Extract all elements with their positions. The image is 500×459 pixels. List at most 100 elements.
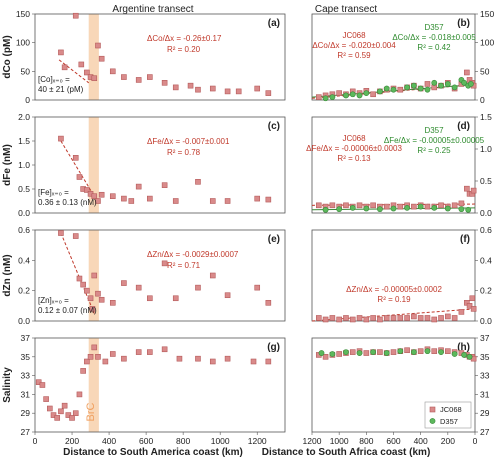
y-tick-label: 0.6 <box>18 225 30 235</box>
point-jc068 <box>161 182 168 188</box>
point-jc068 <box>61 402 68 409</box>
point-d357 <box>390 205 397 212</box>
point-jc068 <box>224 88 231 95</box>
point-jc068 <box>265 358 272 365</box>
panel-a: 0 50 100 150 dCo (pM) (a) ΔCo/Δx = -0.26±0.17 R… <box>2 9 286 105</box>
panel-label: (f) <box>460 234 470 245</box>
point-d357 <box>404 84 410 91</box>
y-tick-label: 0.0 <box>480 316 492 326</box>
panel-label: (e) <box>268 234 280 245</box>
point-jc068 <box>336 90 342 96</box>
point-jc068 <box>424 203 431 210</box>
point-jc068 <box>98 191 105 198</box>
point-jc068 <box>87 353 94 360</box>
point-jc068 <box>209 358 216 365</box>
y-axis-label: dCo (pM) <box>2 35 13 78</box>
y-tick-label: 0.0 <box>18 208 30 218</box>
point-d357 <box>431 204 438 211</box>
point-jc068 <box>161 80 168 86</box>
point-jc068 <box>35 379 42 385</box>
y-tick-label: 0 <box>480 95 485 105</box>
slope-annotation: ΔZn/Δx = -0.0029±0.0007 <box>147 250 239 259</box>
r2-annotation: R² = 0.78 <box>167 148 201 157</box>
jc068-annotation-title: JC068 <box>342 31 366 40</box>
y-tick-label: 35 <box>21 352 31 362</box>
point-jc068 <box>431 348 438 354</box>
x-tick-label: 400 <box>414 436 428 446</box>
d357-slope: ΔCo/Δx = -0.018±0.005 <box>392 33 476 42</box>
point-jc068 <box>147 349 153 355</box>
point-jc068 <box>322 316 329 323</box>
x-tick-label: 600 <box>386 436 400 446</box>
jc068-annotation-title: JC068 <box>342 134 366 143</box>
point-jc068 <box>451 202 458 209</box>
point-jc068 <box>336 351 342 357</box>
x-tick-label: 600 <box>139 436 153 446</box>
point-jc068 <box>329 202 336 209</box>
brc-band <box>88 14 99 100</box>
panel-g: 27 29 31 33 35 37 0 200 400 600 800 1000 1200 Salinit… <box>2 333 286 446</box>
point-jc068 <box>349 349 356 355</box>
point-jc068 <box>58 135 64 142</box>
jc068-r2: R² = 0.59 <box>337 51 371 60</box>
point-jc068 <box>72 233 79 239</box>
point-jc068 <box>315 202 322 209</box>
point-jc068 <box>147 195 153 202</box>
point-jc068 <box>424 81 431 87</box>
point-jc068 <box>58 49 64 56</box>
point-jc068 <box>417 348 424 354</box>
point-jc068 <box>466 303 473 309</box>
brc-band <box>88 117 99 213</box>
point-jc068 <box>209 198 216 204</box>
y-tick-label: 31 <box>21 389 31 399</box>
x-tick-label: 0 <box>473 436 478 446</box>
point-d357 <box>363 205 370 212</box>
intercept-value: 40 ± 21 (pM) <box>38 85 84 94</box>
point-jc068 <box>265 196 272 203</box>
d357-slope: ΔFe/Δx = -0.00005±0.00005 <box>384 136 485 145</box>
intercept-label: [Fe]ₓ₌₀ = <box>38 188 69 197</box>
point-jc068 <box>121 74 127 80</box>
point-jc068 <box>383 315 390 321</box>
point-jc068 <box>91 272 98 279</box>
point-d357 <box>468 81 474 87</box>
x-tick-label: 200 <box>65 436 79 446</box>
point-jc068 <box>135 183 142 190</box>
point-jc068 <box>135 284 142 291</box>
point-jc068 <box>464 185 470 192</box>
slope-annotation: ΔZn/Δx = -0.00005±0.0002 <box>346 285 442 294</box>
point-jc068 <box>224 198 231 204</box>
x-tick-label: 1200 <box>303 436 322 446</box>
plot-frame <box>34 13 286 101</box>
x-tick-label: 800 <box>176 436 190 446</box>
d357-r2: R² = 0.25 <box>417 146 451 155</box>
point-d357 <box>356 92 363 99</box>
x-axis-label-left: Distance to South America coast (km) <box>63 447 243 458</box>
y-tick-label: 0.0 <box>18 316 30 326</box>
point-jc068 <box>76 174 83 180</box>
point-jc068 <box>370 202 376 209</box>
point-jc068 <box>76 275 83 282</box>
point-d357 <box>329 351 336 357</box>
y-axis-label: dZn (nM) <box>2 254 13 296</box>
d357-annotation-title: D357 <box>424 23 444 32</box>
point-jc068 <box>65 412 72 418</box>
r2-annotation: R² = 0.19 <box>377 295 411 304</box>
plot-frame <box>34 229 286 322</box>
legend-marker-d357 <box>429 418 436 424</box>
y-tick-label: 0.6 <box>480 225 492 235</box>
point-jc068 <box>135 77 142 83</box>
right-transect-title: Cape transect <box>315 4 377 15</box>
point-d357 <box>343 349 349 355</box>
point-d357 <box>322 95 329 102</box>
intercept-label: [Zn]ₓ₌₀ = <box>38 296 69 305</box>
point-d357 <box>424 86 431 93</box>
x-tick-label: 400 <box>102 436 116 446</box>
point-jc068 <box>161 346 168 353</box>
point-d357 <box>318 350 325 356</box>
point-d357 <box>404 204 410 211</box>
point-jc068 <box>250 358 257 365</box>
jc068-slope: ΔCo/Δx = -0.020±0.004 <box>312 41 396 50</box>
point-jc068 <box>161 260 168 267</box>
